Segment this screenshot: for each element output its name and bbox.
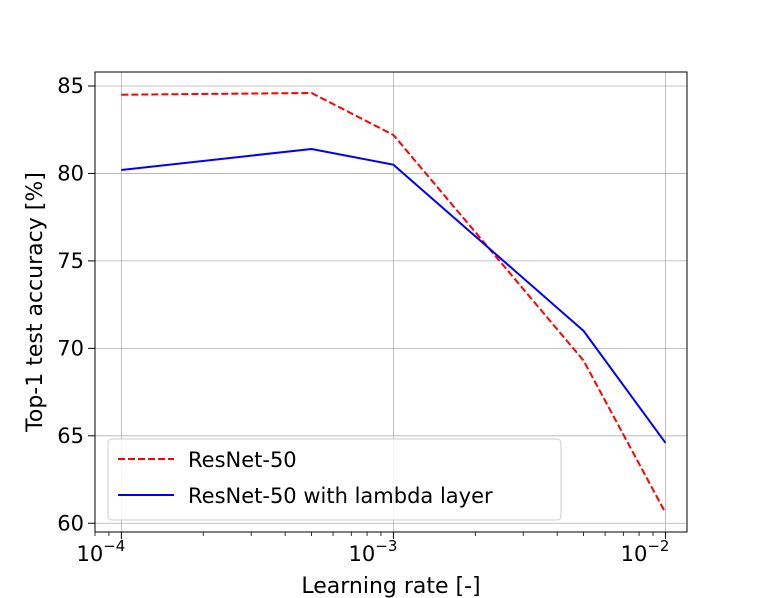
legend-label: ResNet-50 with lambda layer — [188, 484, 493, 508]
legend-box — [107, 438, 562, 521]
y-tick-label: 65 — [57, 424, 84, 448]
y-axis-label: Top-1 test accuracy [%] — [23, 172, 48, 433]
ticks: 10−4 10−3 10−2 60 65 70 75 80 85 — [57, 74, 669, 566]
x-axis-label: Learning rate [-] — [301, 574, 480, 598]
y-tick-label: 75 — [57, 249, 84, 273]
x-tick-label: 10−2 — [621, 537, 670, 566]
y-tick-label: 85 — [57, 74, 84, 98]
y-tick-label: 80 — [57, 161, 84, 185]
legend: ResNet-50 ResNet-50 with lambda layer — [107, 438, 562, 521]
grid — [95, 72, 687, 532]
x-tick-label: 10−3 — [349, 537, 398, 566]
series-layer — [121, 91, 667, 514]
y-tick-label: 70 — [57, 336, 84, 360]
x-tick-label: 10−4 — [77, 537, 126, 566]
legend-label: ResNet-50 — [188, 448, 297, 472]
plot-frame — [94, 71, 688, 533]
y-tick-label: 60 — [57, 511, 84, 535]
